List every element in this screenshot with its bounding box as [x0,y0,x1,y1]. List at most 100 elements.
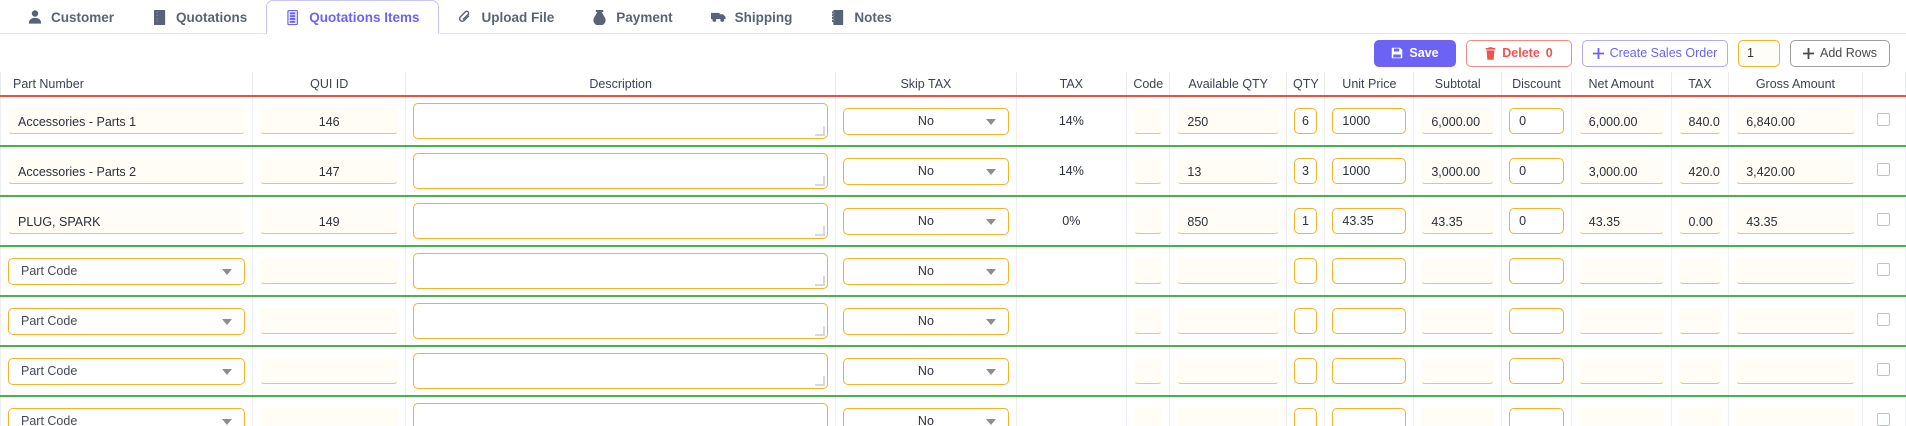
qui-id-field[interactable]: 149 [260,208,399,234]
gross-amount-field[interactable] [1736,408,1855,426]
row-checkbox[interactable] [1877,313,1891,326]
net-amount-field[interactable]: 6,000.00 [1578,108,1664,134]
subtotal-field[interactable]: 43.35 [1421,208,1495,234]
qty-input[interactable] [1293,308,1318,334]
qui-id-field[interactable] [260,308,399,334]
net-amount-field[interactable]: 43.35 [1578,208,1664,234]
discount-input[interactable] [1509,308,1564,334]
add-rows-button[interactable]: Add Rows [1790,39,1890,67]
row-select-cell[interactable] [1861,145,1906,196]
gross-amount-field[interactable] [1736,258,1855,284]
gross-amount-field[interactable]: 43.35 [1736,208,1855,234]
qty-input[interactable]: 3 [1293,158,1318,184]
qty-input[interactable]: 1 [1293,208,1318,234]
subtotal-field[interactable]: 3,000.00 [1421,158,1495,184]
row-checkbox[interactable] [1877,363,1891,376]
net-amount-field[interactable]: 3,000.00 [1578,158,1664,184]
subtotal-field[interactable] [1421,358,1495,384]
skip-tax-select[interactable]: No [843,157,1009,185]
qty-input[interactable]: 6 [1293,108,1318,134]
tax-field[interactable] [1678,308,1722,334]
qty-input[interactable] [1293,408,1318,426]
unit-price-input[interactable] [1332,408,1407,426]
qty-input[interactable] [1293,358,1318,384]
part-number-field[interactable]: Accessories - Parts 1 [8,108,246,134]
description-field[interactable] [413,253,829,289]
qui-id-field[interactable]: 147 [260,158,399,184]
skip-tax-select[interactable]: No [843,257,1009,285]
code-field[interactable] [1134,158,1163,184]
tab-payment[interactable]: $ Payment [573,0,691,33]
unit-price-input[interactable] [1332,358,1407,384]
discount-input[interactable]: 0 [1509,108,1564,134]
skip-tax-select[interactable]: No [843,407,1009,426]
part-code-select[interactable]: Part Code [8,407,246,426]
gross-amount-field[interactable]: 6,840.00 [1736,108,1855,134]
gross-amount-field[interactable]: 3,420.00 [1736,158,1855,184]
net-amount-field[interactable] [1578,358,1664,384]
create-sales-order-button[interactable]: Create Sales Order [1582,39,1728,67]
unit-price-input[interactable] [1332,308,1407,334]
discount-input[interactable] [1509,358,1564,384]
row-checkbox[interactable] [1877,113,1891,126]
qui-id-field[interactable] [260,258,399,284]
skip-tax-select[interactable]: No [843,207,1009,235]
save-button[interactable]: Save [1374,39,1456,67]
part-code-select[interactable]: Part Code [8,257,246,285]
tax-field[interactable] [1678,258,1722,284]
row-select-cell[interactable] [1861,195,1906,246]
description-field[interactable] [413,403,829,426]
row-checkbox[interactable] [1877,163,1891,176]
tab-shipping[interactable]: Shipping [692,0,812,33]
code-field[interactable] [1134,358,1163,384]
qui-id-field[interactable] [260,408,399,426]
unit-price-input[interactable]: 1000 [1332,108,1407,134]
available-qty-field[interactable]: 250 [1177,108,1279,134]
subtotal-field[interactable] [1421,308,1495,334]
tab-quotations-items[interactable]: Quotations Items [266,0,439,34]
row-select-cell[interactable] [1861,295,1906,346]
unit-price-input[interactable]: 1000 [1332,158,1407,184]
tab-quotations[interactable]: Quotations [133,0,266,33]
available-qty-field[interactable] [1177,358,1279,384]
discount-input[interactable]: 0 [1509,158,1564,184]
tax-field[interactable] [1678,358,1722,384]
row-checkbox[interactable] [1877,213,1891,226]
part-code-select[interactable]: Part Code [8,357,246,385]
description-field[interactable] [413,303,829,339]
description-field[interactable] [413,353,829,389]
code-field[interactable] [1134,308,1163,334]
tab-customer[interactable]: Customer [8,0,133,33]
tab-notes[interactable]: Notes [811,0,911,33]
skip-tax-select[interactable]: No [843,107,1009,135]
code-field[interactable] [1134,258,1163,284]
tab-upload-file[interactable]: Upload File [439,0,574,33]
available-qty-field[interactable]: 13 [1177,158,1279,184]
code-field[interactable] [1134,108,1163,134]
tax-field[interactable] [1678,408,1722,426]
code-field[interactable] [1134,408,1163,426]
unit-price-input[interactable]: 43.35 [1332,208,1407,234]
available-qty-field[interactable] [1177,308,1279,334]
tax-field[interactable]: 0.00 [1678,208,1722,234]
row-checkbox[interactable] [1877,263,1891,276]
tax-field[interactable]: 420.00 [1678,158,1722,184]
skip-tax-select[interactable]: No [843,307,1009,335]
code-field[interactable] [1134,208,1163,234]
row-checkbox[interactable] [1877,413,1891,426]
gross-amount-field[interactable] [1736,358,1855,384]
qty-input[interactable] [1293,258,1318,284]
available-qty-field[interactable] [1177,258,1279,284]
part-number-field[interactable]: Accessories - Parts 2 [8,158,246,184]
net-amount-field[interactable] [1578,258,1664,284]
discount-input[interactable] [1509,258,1564,284]
part-number-field[interactable]: PLUG, SPARK [8,208,246,234]
description-field[interactable] [413,103,829,139]
delete-button[interactable]: Delete 0 [1466,39,1572,67]
gross-amount-field[interactable] [1736,308,1855,334]
row-select-cell[interactable] [1861,395,1906,426]
available-qty-field[interactable]: 850 [1177,208,1279,234]
description-field[interactable] [413,153,829,189]
row-select-cell[interactable] [1861,95,1906,146]
row-select-cell[interactable] [1861,245,1906,296]
